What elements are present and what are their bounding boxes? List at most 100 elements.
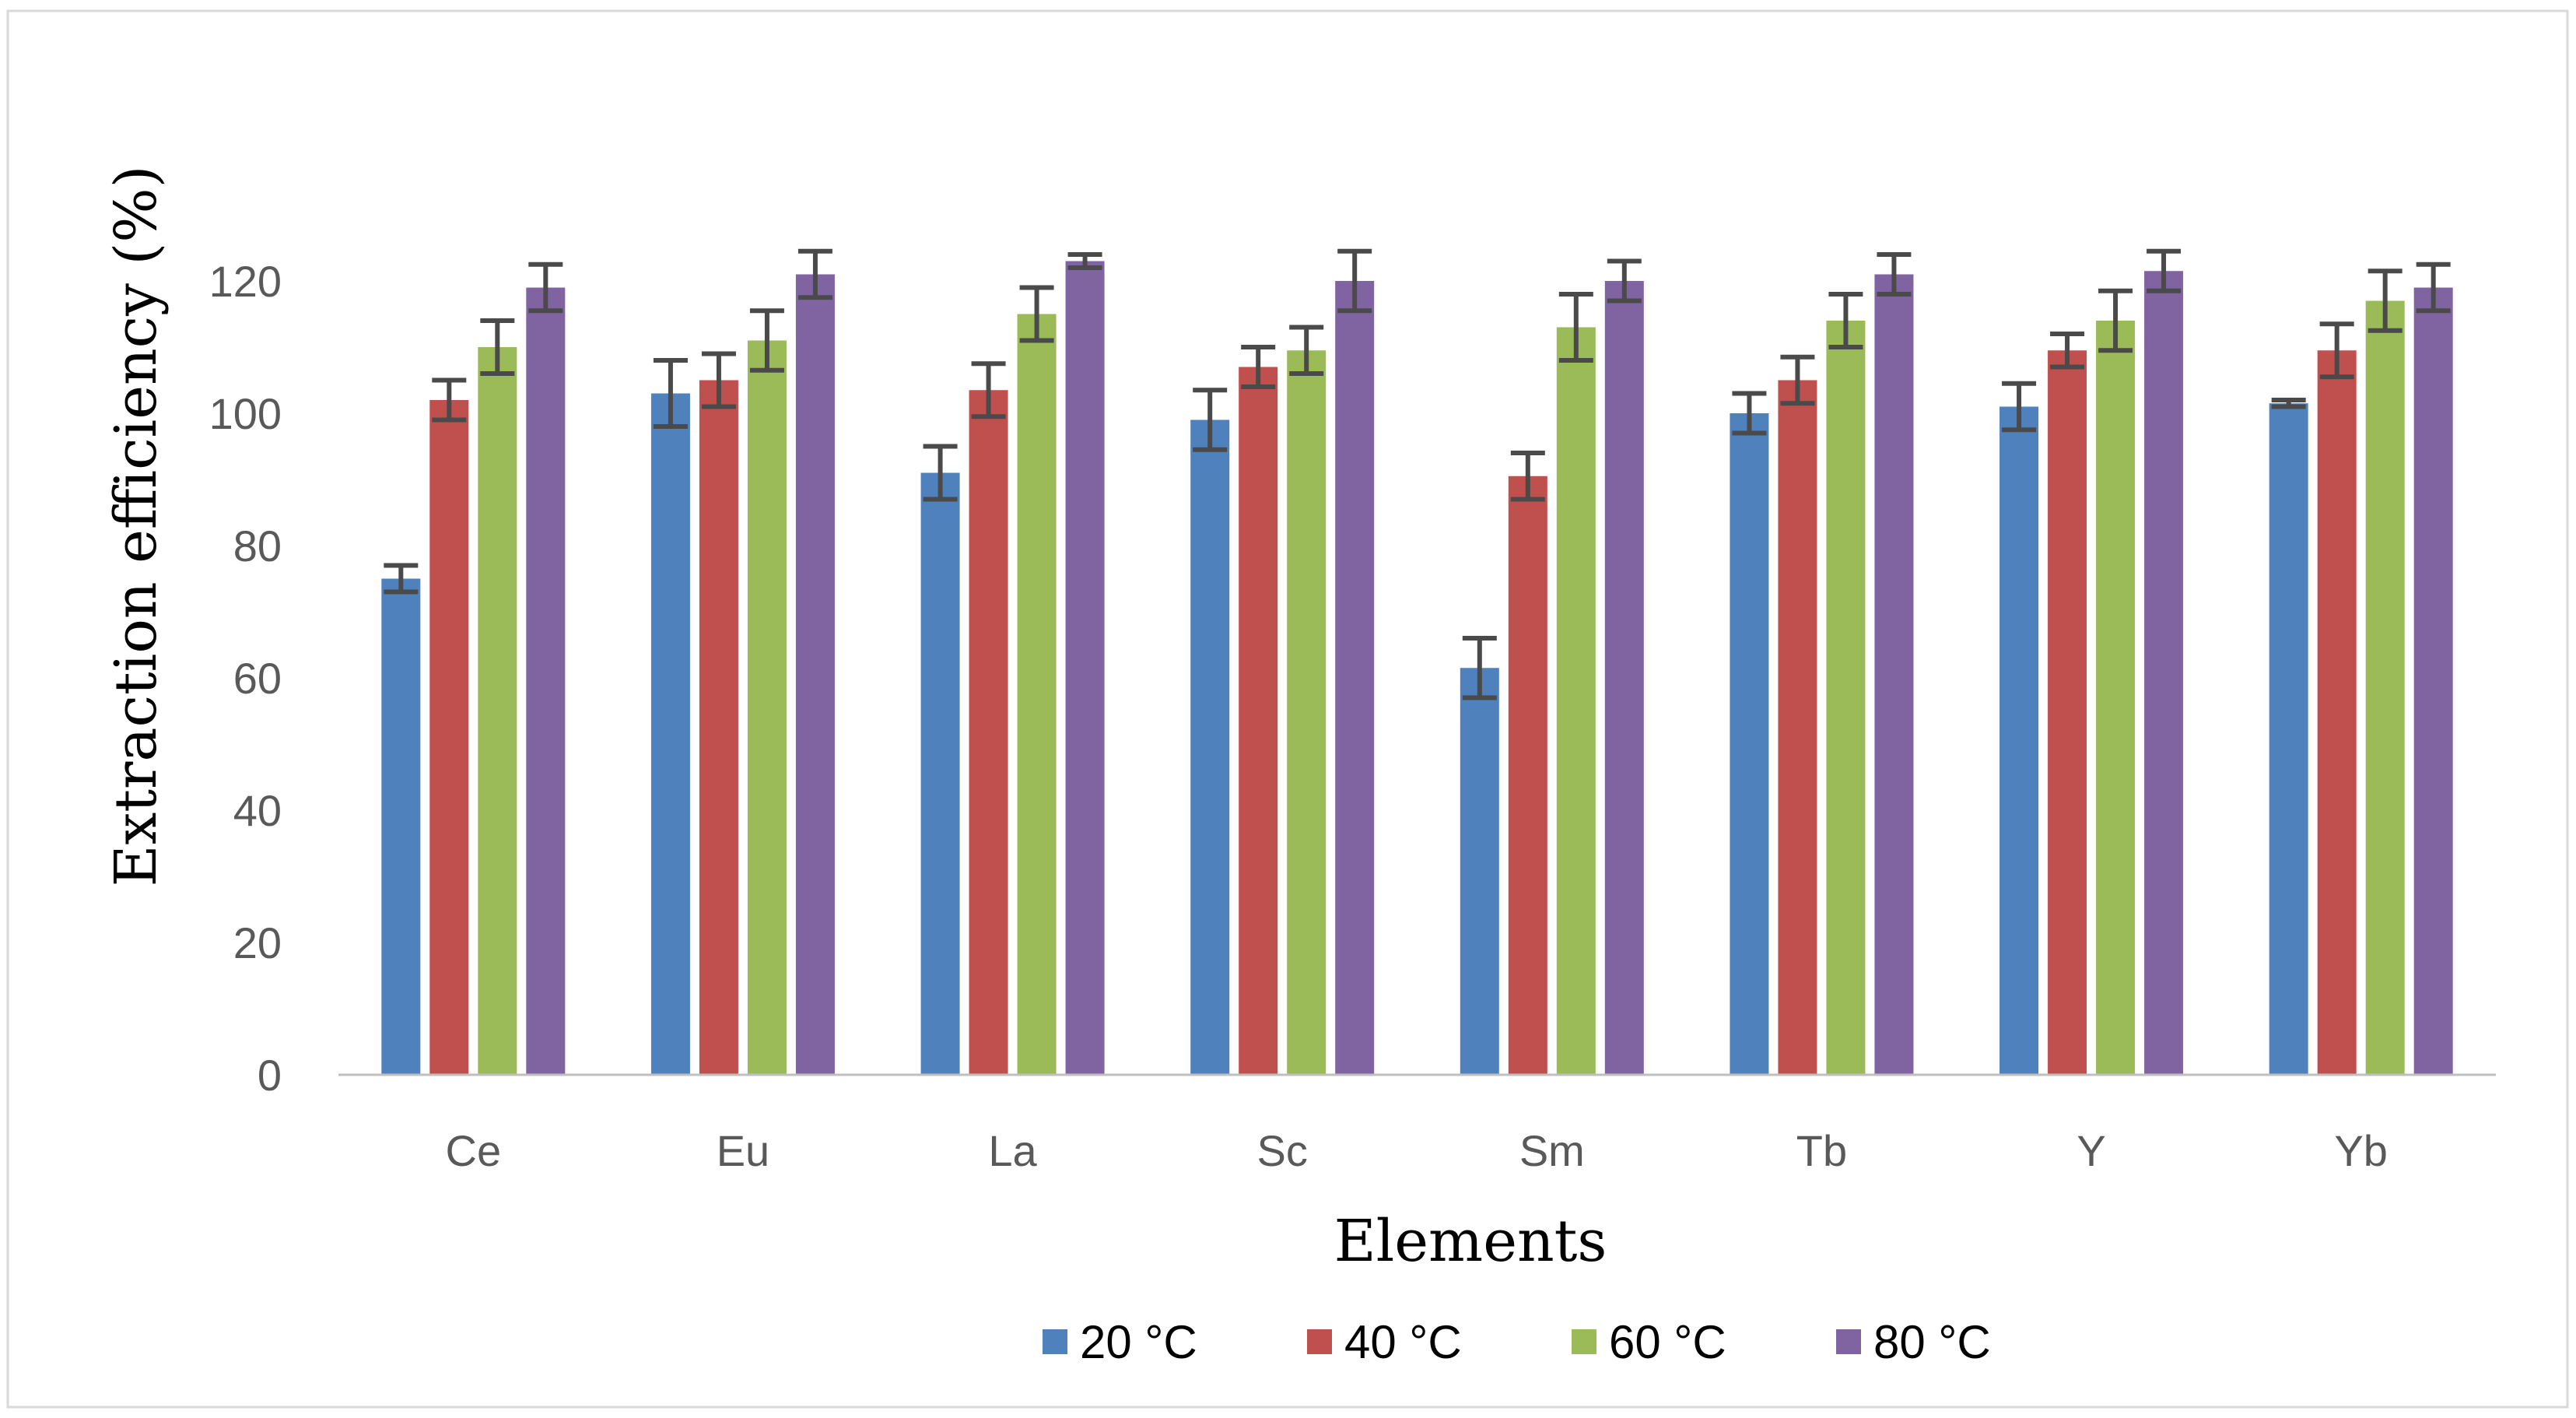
bar-y-4 bbox=[2144, 271, 2184, 1075]
bar-sc-2 bbox=[1239, 367, 1278, 1075]
bar-yb-3 bbox=[2365, 300, 2405, 1075]
bar-sm-1 bbox=[1460, 668, 1499, 1075]
legend-swatch bbox=[1307, 1329, 1332, 1354]
x-tick-label-tb: Tb bbox=[1796, 1126, 1847, 1175]
bar-la-1 bbox=[920, 472, 960, 1075]
bar-tb-4 bbox=[1874, 274, 1914, 1075]
x-tick-label-sm: Sm bbox=[1519, 1126, 1585, 1175]
y-tick-label: 100 bbox=[209, 389, 282, 438]
bar-la-3 bbox=[1017, 314, 1057, 1075]
bar-ce-1 bbox=[381, 578, 421, 1075]
y-tick-label: 0 bbox=[258, 1051, 282, 1100]
error-bar-la-4 bbox=[1067, 252, 1102, 270]
error-bar-la-2 bbox=[971, 361, 1006, 419]
bar-sm-2 bbox=[1508, 476, 1547, 1075]
error-bar-eu-4 bbox=[797, 248, 832, 300]
error-bar-sc-2 bbox=[1241, 345, 1276, 389]
legend-item-3: 60 °C bbox=[1572, 1316, 1726, 1368]
error-bar-yb-2 bbox=[2319, 321, 2354, 380]
legend-swatch bbox=[1572, 1329, 1596, 1354]
bar-eu-1 bbox=[650, 393, 690, 1075]
error-bar-sm-1 bbox=[1462, 636, 1497, 700]
error-bar-sm-4 bbox=[1607, 258, 1642, 304]
x-tick-label-yb: Yb bbox=[2334, 1126, 2388, 1175]
error-bar-la-1 bbox=[923, 444, 958, 502]
error-bar-sc-3 bbox=[1289, 325, 1324, 376]
y-axis-title: Extraction efficiency (%) bbox=[103, 166, 170, 887]
legend-label: 40 °C bbox=[1344, 1316, 1462, 1368]
error-bar-ce-4 bbox=[528, 261, 563, 314]
y-tick-label: 120 bbox=[209, 257, 282, 306]
legend-label: 80 °C bbox=[1873, 1316, 1991, 1368]
bar-la-4 bbox=[1065, 261, 1105, 1075]
bar-y-2 bbox=[2048, 350, 2087, 1075]
error-bar-tb-4 bbox=[1877, 252, 1912, 297]
legend-label: 20 °C bbox=[1080, 1316, 1197, 1368]
bar-tb-2 bbox=[1778, 380, 1817, 1075]
error-bar-yb-3 bbox=[2367, 269, 2403, 333]
error-bar-yb-1 bbox=[2271, 398, 2306, 409]
error-bar-tb-2 bbox=[1780, 354, 1815, 406]
x-axis-ticks: Ce Eu La Sc Sm Tb Y Yb bbox=[446, 1126, 2388, 1175]
bar-ce-4 bbox=[526, 287, 566, 1075]
error-bars-layer bbox=[384, 248, 2451, 700]
error-bar-ce-1 bbox=[384, 563, 419, 595]
x-tick-label-sc: Sc bbox=[1257, 1126, 1308, 1175]
error-bar-ce-3 bbox=[480, 318, 515, 376]
x-tick-label-eu: Eu bbox=[717, 1126, 770, 1175]
legend-swatch bbox=[1836, 1329, 1861, 1354]
error-bar-la-3 bbox=[1019, 285, 1054, 343]
error-bar-eu-3 bbox=[749, 308, 784, 373]
y-tick-label: 40 bbox=[233, 786, 282, 835]
bar-eu-2 bbox=[699, 380, 738, 1075]
error-bar-y-2 bbox=[2050, 332, 2085, 370]
bar-sc-1 bbox=[1190, 419, 1230, 1075]
legend-item-2: 40 °C bbox=[1307, 1316, 1462, 1368]
bar-y-3 bbox=[2096, 321, 2136, 1075]
error-bar-sc-1 bbox=[1193, 388, 1228, 452]
error-bar-eu-1 bbox=[653, 358, 688, 429]
bar-eu-4 bbox=[795, 274, 835, 1075]
bar-ce-3 bbox=[478, 347, 517, 1075]
bars-layer bbox=[381, 261, 2453, 1075]
y-tick-label: 80 bbox=[233, 521, 282, 570]
x-tick-label-ce: Ce bbox=[446, 1126, 502, 1175]
bar-y-1 bbox=[1999, 406, 2039, 1075]
bar-sm-3 bbox=[1556, 327, 1596, 1075]
error-bar-sm-3 bbox=[1558, 292, 1593, 363]
x-tick-label-y: Y bbox=[2077, 1126, 2105, 1175]
error-bar-yb-4 bbox=[2416, 261, 2451, 314]
error-bar-sm-2 bbox=[1510, 451, 1545, 502]
legend-item-1: 20 °C bbox=[1043, 1316, 1197, 1368]
bar-tb-1 bbox=[1730, 413, 1769, 1075]
error-bar-y-1 bbox=[2002, 381, 2037, 433]
error-bar-ce-2 bbox=[432, 377, 467, 423]
bar-sc-3 bbox=[1287, 350, 1327, 1075]
error-bar-eu-2 bbox=[701, 351, 736, 409]
legend-label: 60 °C bbox=[1609, 1316, 1726, 1368]
legend-swatch bbox=[1043, 1329, 1067, 1354]
legend: 20 °C 40 °C 60 °C 80 °C bbox=[1043, 1316, 1991, 1368]
x-axis-title: Elements bbox=[1334, 1208, 1607, 1275]
y-tick-label: 20 bbox=[233, 918, 282, 967]
bar-eu-3 bbox=[747, 340, 787, 1075]
error-bar-tb-3 bbox=[1828, 292, 1863, 349]
bar-yb-1 bbox=[2269, 403, 2308, 1075]
y-axis-ticks: 0 20 40 60 80 100 120 bbox=[209, 257, 282, 1100]
bar-sm-4 bbox=[1604, 281, 1644, 1075]
legend-item-4: 80 °C bbox=[1836, 1316, 1991, 1368]
chart-frame bbox=[6, 9, 2569, 1409]
error-bar-tb-1 bbox=[1732, 391, 1767, 436]
y-tick-label: 60 bbox=[233, 654, 282, 703]
error-bar-y-4 bbox=[2147, 248, 2182, 293]
x-tick-label-la: La bbox=[988, 1126, 1037, 1175]
bar-yb-4 bbox=[2413, 287, 2453, 1075]
error-bar-sc-4 bbox=[1337, 248, 1372, 314]
bar-sc-4 bbox=[1335, 281, 1375, 1075]
bar-la-2 bbox=[969, 390, 1008, 1075]
bar-ce-2 bbox=[429, 400, 469, 1075]
bar-yb-2 bbox=[2317, 350, 2357, 1075]
bar-tb-3 bbox=[1826, 321, 1866, 1075]
